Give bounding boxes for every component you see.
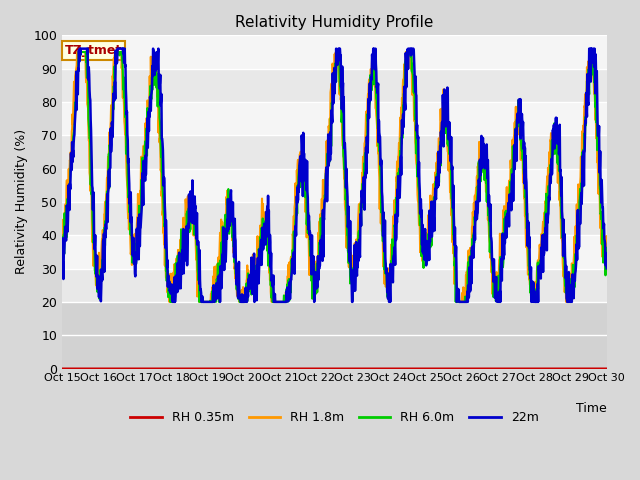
Bar	[62, 69, 607, 102]
Bar	[62, 269, 607, 302]
Bar	[62, 302, 607, 335]
Bar	[62, 202, 607, 235]
Text: TZ_tmet: TZ_tmet	[65, 44, 122, 57]
Legend: RH 0.35m, RH 1.8m, RH 6.0m, 22m: RH 0.35m, RH 1.8m, RH 6.0m, 22m	[125, 406, 543, 429]
Title: Relativity Humidity Profile: Relativity Humidity Profile	[236, 15, 434, 30]
Y-axis label: Relativity Humidity (%): Relativity Humidity (%)	[15, 130, 28, 275]
X-axis label: Time: Time	[576, 402, 607, 415]
Bar	[62, 168, 607, 202]
Bar	[62, 135, 607, 168]
Bar	[62, 36, 607, 69]
Bar	[62, 335, 607, 369]
Bar	[62, 235, 607, 269]
Bar	[62, 102, 607, 135]
